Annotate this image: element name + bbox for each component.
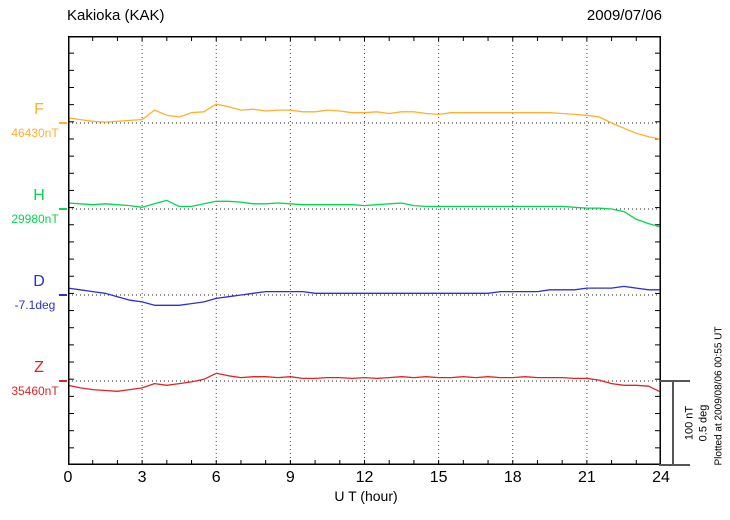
channel-f-baseline-tick (59, 122, 67, 124)
x-tick-label-15: 15 (429, 469, 448, 486)
x-tick-label-0: 0 (63, 469, 73, 486)
scale-bar-bottom-cap (659, 464, 690, 466)
channel-h-label: H (33, 187, 45, 204)
scale-bar-label: 100 nT 0.5 deg (683, 405, 711, 442)
x-tick-label-24: 24 (652, 469, 670, 486)
channel-f-baseline-value: 46430nT (11, 126, 59, 140)
plot-canvas (67, 36, 662, 465)
scale-bar-label-deg: 0.5 deg (697, 404, 709, 442)
channel-h-baseline-tick (59, 208, 67, 210)
scale-bar-top-cap (659, 380, 690, 382)
trace-h (67, 199, 662, 228)
plot-area (67, 36, 662, 465)
channel-z-baseline-tick (59, 380, 67, 382)
x-tick-label-21: 21 (577, 469, 596, 486)
scale-bar (672, 380, 674, 466)
channel-d-label: D (33, 273, 45, 290)
channel-d-baseline-tick (59, 294, 67, 296)
page-title: Kakioka (KAK) (67, 7, 165, 24)
channel-h-baseline-value: 29980nT (11, 212, 59, 226)
scale-bar-label-nt: 100 nT (683, 405, 696, 441)
plot-frame (68, 36, 661, 465)
x-tick-label-3: 3 (137, 469, 147, 486)
channel-d-baseline-value: -7.1deg (14, 298, 56, 312)
x-tick-label-9: 9 (285, 469, 295, 486)
channel-z-baseline-value: 35460nT (11, 384, 59, 398)
date-label: 2009/07/06 (586, 7, 662, 24)
x-tick-label-18: 18 (503, 469, 522, 486)
channel-f-label: F (34, 101, 44, 118)
plotted-at-note: Plotted at 2009/08/06 00:55 UT (713, 326, 725, 466)
trace-f (67, 103, 662, 140)
x-axis-title: U T (hour) (334, 488, 398, 504)
x-tick-label-6: 6 (211, 469, 221, 486)
channel-z-label: Z (34, 359, 44, 376)
x-tick-label-12: 12 (355, 469, 374, 486)
trace-d (67, 285, 662, 306)
trace-z (67, 372, 662, 393)
